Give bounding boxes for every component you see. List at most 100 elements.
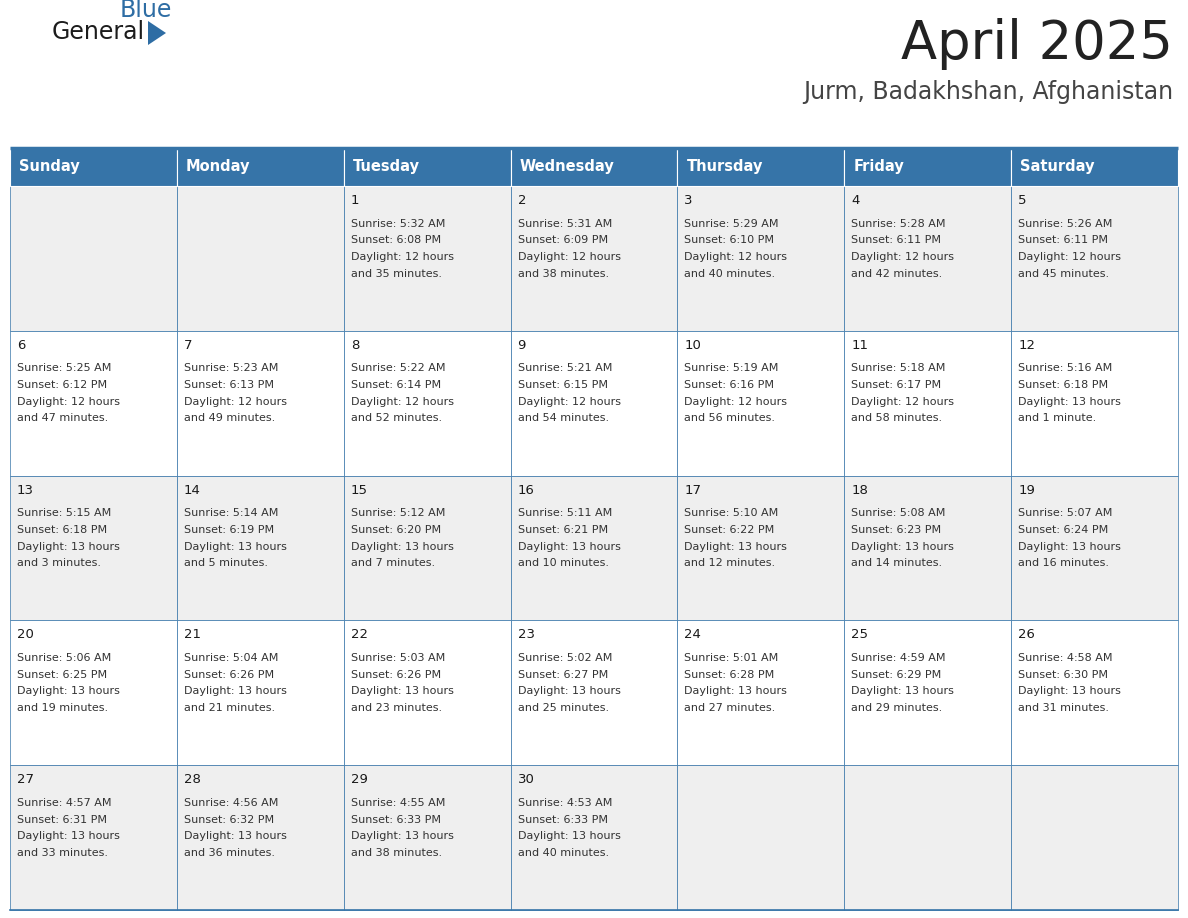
Text: Sunset: 6:11 PM: Sunset: 6:11 PM [852,235,941,245]
Text: Sunrise: 4:58 AM: Sunrise: 4:58 AM [1018,653,1113,663]
Bar [177,186,343,330]
Text: Daylight: 12 hours: Daylight: 12 hours [1018,252,1121,262]
Text: and 58 minutes.: and 58 minutes. [852,413,942,423]
Bar [10,766,177,910]
Text: Sunrise: 5:26 AM: Sunrise: 5:26 AM [1018,218,1112,229]
Text: Sunset: 6:20 PM: Sunset: 6:20 PM [350,525,441,535]
Text: 10: 10 [684,339,701,352]
Text: 22: 22 [350,629,368,642]
Text: and 52 minutes.: and 52 minutes. [350,413,442,423]
Text: 7: 7 [184,339,192,352]
Text: and 12 minutes.: and 12 minutes. [684,558,776,568]
Bar [1011,186,1178,330]
Text: Sunrise: 5:28 AM: Sunrise: 5:28 AM [852,218,946,229]
Text: Daylight: 13 hours: Daylight: 13 hours [684,687,788,697]
Text: Sunrise: 5:14 AM: Sunrise: 5:14 AM [184,509,278,519]
Text: and 40 minutes.: and 40 minutes. [684,269,776,279]
Text: Sunrise: 4:56 AM: Sunrise: 4:56 AM [184,798,278,808]
Text: 16: 16 [518,484,535,497]
Bar [511,476,677,621]
Text: 29: 29 [350,773,367,786]
Text: Sunrise: 5:03 AM: Sunrise: 5:03 AM [350,653,446,663]
Text: Sunrise: 5:02 AM: Sunrise: 5:02 AM [518,653,612,663]
Text: Blue: Blue [120,0,172,22]
Text: Sunrise: 5:21 AM: Sunrise: 5:21 AM [518,364,612,374]
Text: Daylight: 13 hours: Daylight: 13 hours [518,687,620,697]
Text: Sunrise: 5:06 AM: Sunrise: 5:06 AM [17,653,112,663]
Bar [10,330,177,476]
Text: and 56 minutes.: and 56 minutes. [684,413,776,423]
Text: Daylight: 13 hours: Daylight: 13 hours [350,687,454,697]
Text: and 16 minutes.: and 16 minutes. [1018,558,1110,568]
Text: and 42 minutes.: and 42 minutes. [852,269,942,279]
Bar [677,621,845,766]
Text: 11: 11 [852,339,868,352]
Bar [1011,621,1178,766]
Text: Daylight: 13 hours: Daylight: 13 hours [350,542,454,552]
Text: Daylight: 13 hours: Daylight: 13 hours [684,542,788,552]
Text: Sunrise: 5:04 AM: Sunrise: 5:04 AM [184,653,278,663]
Text: Sunset: 6:29 PM: Sunset: 6:29 PM [852,670,942,679]
Text: Sunset: 6:17 PM: Sunset: 6:17 PM [852,380,941,390]
Text: 21: 21 [184,629,201,642]
Text: Daylight: 12 hours: Daylight: 12 hours [350,397,454,407]
Text: and 38 minutes.: and 38 minutes. [518,269,608,279]
Text: 25: 25 [852,629,868,642]
Text: Daylight: 13 hours: Daylight: 13 hours [350,831,454,841]
Text: 28: 28 [184,773,201,786]
Text: 26: 26 [1018,629,1035,642]
Text: 14: 14 [184,484,201,497]
Text: and 33 minutes.: and 33 minutes. [17,848,108,858]
Bar [677,476,845,621]
Text: Sunrise: 5:22 AM: Sunrise: 5:22 AM [350,364,446,374]
Text: Sunset: 6:15 PM: Sunset: 6:15 PM [518,380,607,390]
Text: Daylight: 12 hours: Daylight: 12 hours [684,397,788,407]
Text: Daylight: 12 hours: Daylight: 12 hours [852,252,954,262]
Bar [845,766,1011,910]
Text: Sunset: 6:26 PM: Sunset: 6:26 PM [350,670,441,679]
Text: Saturday: Saturday [1020,160,1094,174]
Bar [511,621,677,766]
Bar [1011,330,1178,476]
Text: Monday: Monday [185,160,251,174]
Bar [845,621,1011,766]
Text: 18: 18 [852,484,868,497]
Bar [177,766,343,910]
Text: and 31 minutes.: and 31 minutes. [1018,703,1110,713]
Text: Wednesday: Wednesday [519,160,614,174]
Text: Sunrise: 5:01 AM: Sunrise: 5:01 AM [684,653,778,663]
Text: Sunset: 6:33 PM: Sunset: 6:33 PM [518,814,607,824]
Text: and 54 minutes.: and 54 minutes. [518,413,608,423]
Bar [1011,148,1178,186]
Polygon shape [148,21,166,45]
Text: Sunrise: 4:59 AM: Sunrise: 4:59 AM [852,653,946,663]
Bar [511,766,677,910]
Text: 6: 6 [17,339,25,352]
Text: and 7 minutes.: and 7 minutes. [350,558,435,568]
Bar [343,330,511,476]
Text: Sunset: 6:28 PM: Sunset: 6:28 PM [684,670,775,679]
Bar [177,148,343,186]
Text: 12: 12 [1018,339,1035,352]
Text: Sunset: 6:26 PM: Sunset: 6:26 PM [184,670,274,679]
Text: Daylight: 13 hours: Daylight: 13 hours [852,687,954,697]
Text: 27: 27 [17,773,34,786]
Text: Sunset: 6:12 PM: Sunset: 6:12 PM [17,380,107,390]
Text: and 47 minutes.: and 47 minutes. [17,413,108,423]
Text: Sunrise: 5:31 AM: Sunrise: 5:31 AM [518,218,612,229]
Bar [343,476,511,621]
Text: Sunset: 6:24 PM: Sunset: 6:24 PM [1018,525,1108,535]
Bar [677,330,845,476]
Text: Daylight: 12 hours: Daylight: 12 hours [852,397,954,407]
Text: Daylight: 13 hours: Daylight: 13 hours [1018,397,1121,407]
Text: Sunset: 6:27 PM: Sunset: 6:27 PM [518,670,608,679]
Text: Sunset: 6:14 PM: Sunset: 6:14 PM [350,380,441,390]
Text: Daylight: 12 hours: Daylight: 12 hours [350,252,454,262]
Text: 23: 23 [518,629,535,642]
Bar [511,186,677,330]
Text: and 19 minutes.: and 19 minutes. [17,703,108,713]
Text: and 14 minutes.: and 14 minutes. [852,558,942,568]
Text: Sunrise: 5:29 AM: Sunrise: 5:29 AM [684,218,779,229]
Bar [343,148,511,186]
Text: Sunset: 6:21 PM: Sunset: 6:21 PM [518,525,608,535]
